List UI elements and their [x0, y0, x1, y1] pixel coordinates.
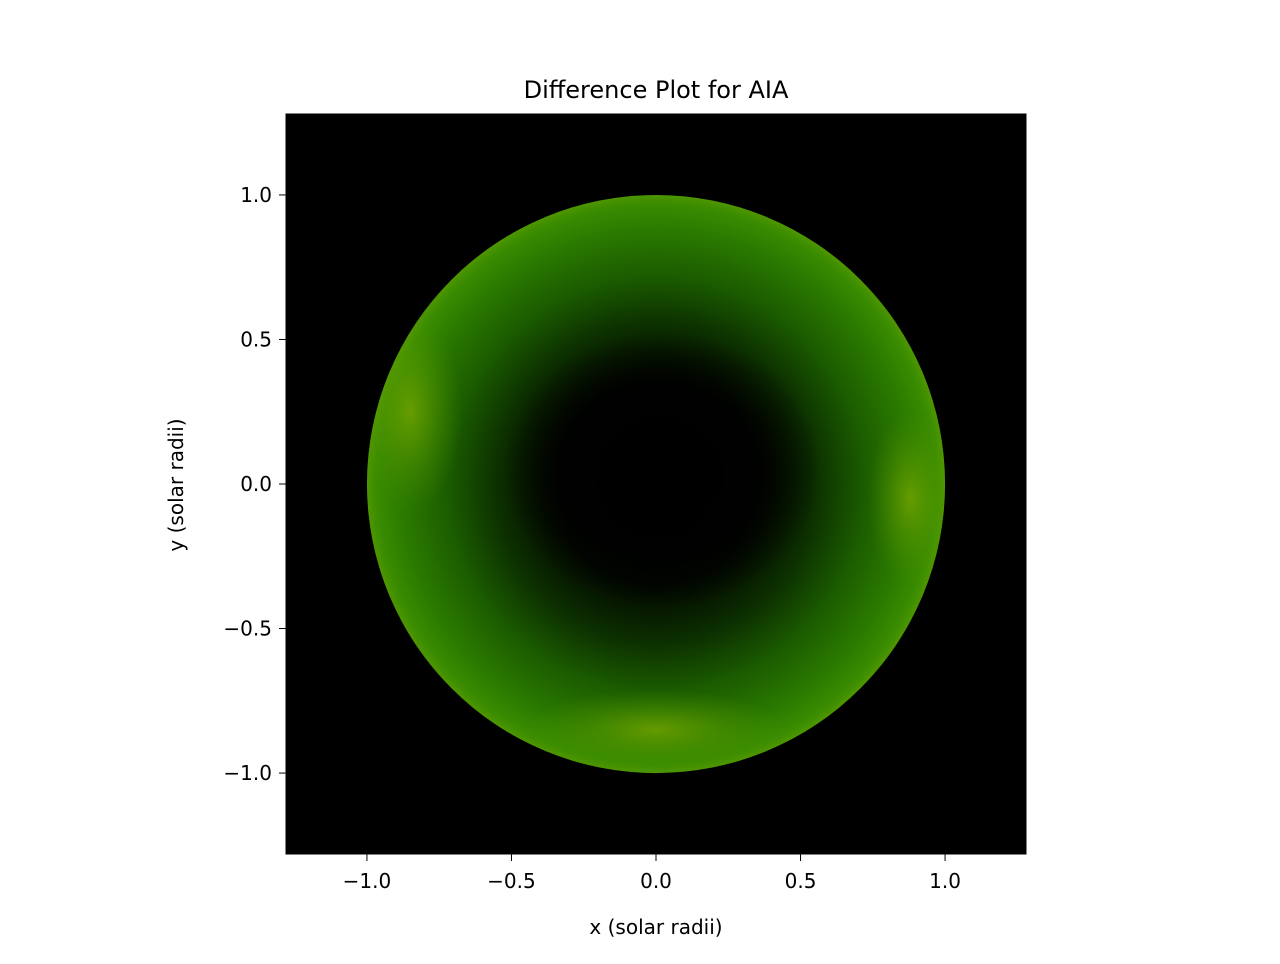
y-axis-ticks: −1.0 −0.5 0.0 0.5 1.0: [223, 183, 286, 785]
x-tick-label: 0.0: [640, 869, 672, 893]
dark-core-region: [502, 330, 821, 609]
y-axis-label: y (solar radii): [164, 418, 188, 551]
x-tick-label: −1.0: [343, 869, 392, 893]
y-tick-label: 0.0: [240, 472, 272, 496]
bright-region-right: [867, 411, 946, 586]
solar-disk-image: [366, 194, 946, 774]
y-tick-label: 0.5: [240, 327, 272, 351]
x-tick-label: 1.0: [929, 869, 961, 893]
y-tick-label: −0.5: [223, 617, 272, 641]
y-tick-label: 1.0: [240, 183, 272, 207]
bright-region-bottom: [525, 689, 787, 771]
x-tick-label: 0.5: [785, 869, 817, 893]
chart-title: Difference Plot for AIA: [524, 76, 789, 104]
x-axis-label: x (solar radii): [589, 915, 722, 939]
y-tick-label: −1.0: [223, 761, 272, 785]
x-axis-ticks: −1.0 −0.5 0.0 0.5 1.0: [343, 854, 961, 893]
x-tick-label: −0.5: [487, 869, 536, 893]
